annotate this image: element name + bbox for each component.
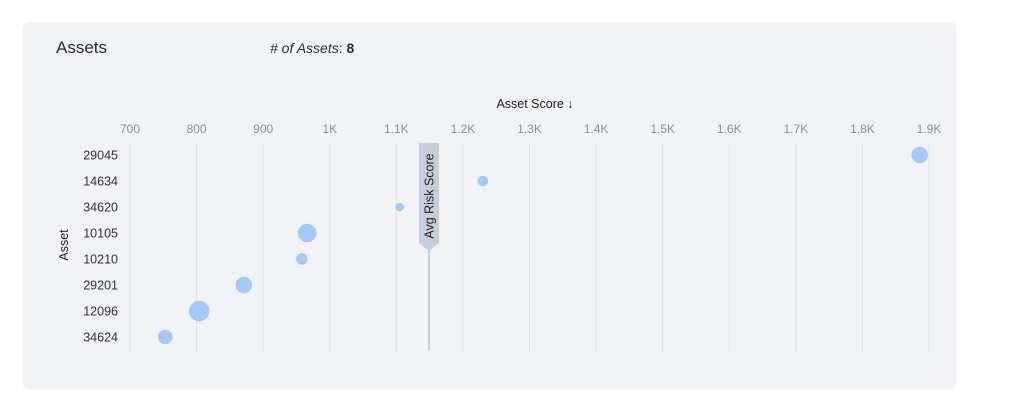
data-point (296, 253, 308, 265)
x-tick-label: 1.5K (650, 122, 675, 136)
x-tick-label: 900 (253, 122, 273, 136)
card-title: Assets (56, 38, 108, 57)
y-tick-label: 14634 (83, 175, 118, 189)
asset-count-value: 8 (346, 40, 355, 56)
data-point (235, 276, 253, 294)
x-tick-label: 1.4K (584, 122, 609, 136)
data-point (297, 223, 317, 243)
y-tick-label: 34620 (83, 201, 118, 215)
y-tick-label: 34624 (83, 331, 118, 345)
x-tick-label: 1.9K (917, 122, 942, 136)
x-tick-label: 1K (322, 122, 337, 136)
data-point (477, 175, 489, 187)
x-tick-label: 1.7K (783, 122, 808, 136)
data-point (158, 329, 173, 345)
x-axis-title: Asset Score ↓ (496, 97, 573, 111)
y-axis-title: Asset (57, 229, 71, 261)
y-tick-label: 12096 (83, 305, 118, 319)
x-tick-label: 1.6K (717, 122, 742, 136)
x-tick-label: 1.2K (451, 122, 476, 136)
x-tick-label: 1.8K (850, 122, 875, 136)
data-point (395, 202, 404, 212)
y-tick-label: 10105 (83, 227, 118, 241)
assets-card (23, 22, 956, 388)
avg-risk-score-label: Avg Risk Score (422, 153, 436, 238)
data-point (911, 146, 928, 164)
y-tick-label: 29201 (83, 279, 118, 293)
x-tick-label: 700 (120, 122, 140, 136)
asset-count: # of Assets: 8 (270, 40, 355, 56)
avg-risk-score-flag (418, 143, 439, 251)
x-tick-label: 800 (187, 122, 207, 136)
x-tick-label: 1.3K (517, 122, 542, 136)
y-tick-label: 10210 (83, 253, 118, 267)
asset-count-label: # of Assets (270, 40, 339, 56)
x-tick-label: 1.1K (384, 122, 409, 136)
data-point (188, 300, 210, 322)
y-tick-label: 29045 (83, 149, 118, 163)
